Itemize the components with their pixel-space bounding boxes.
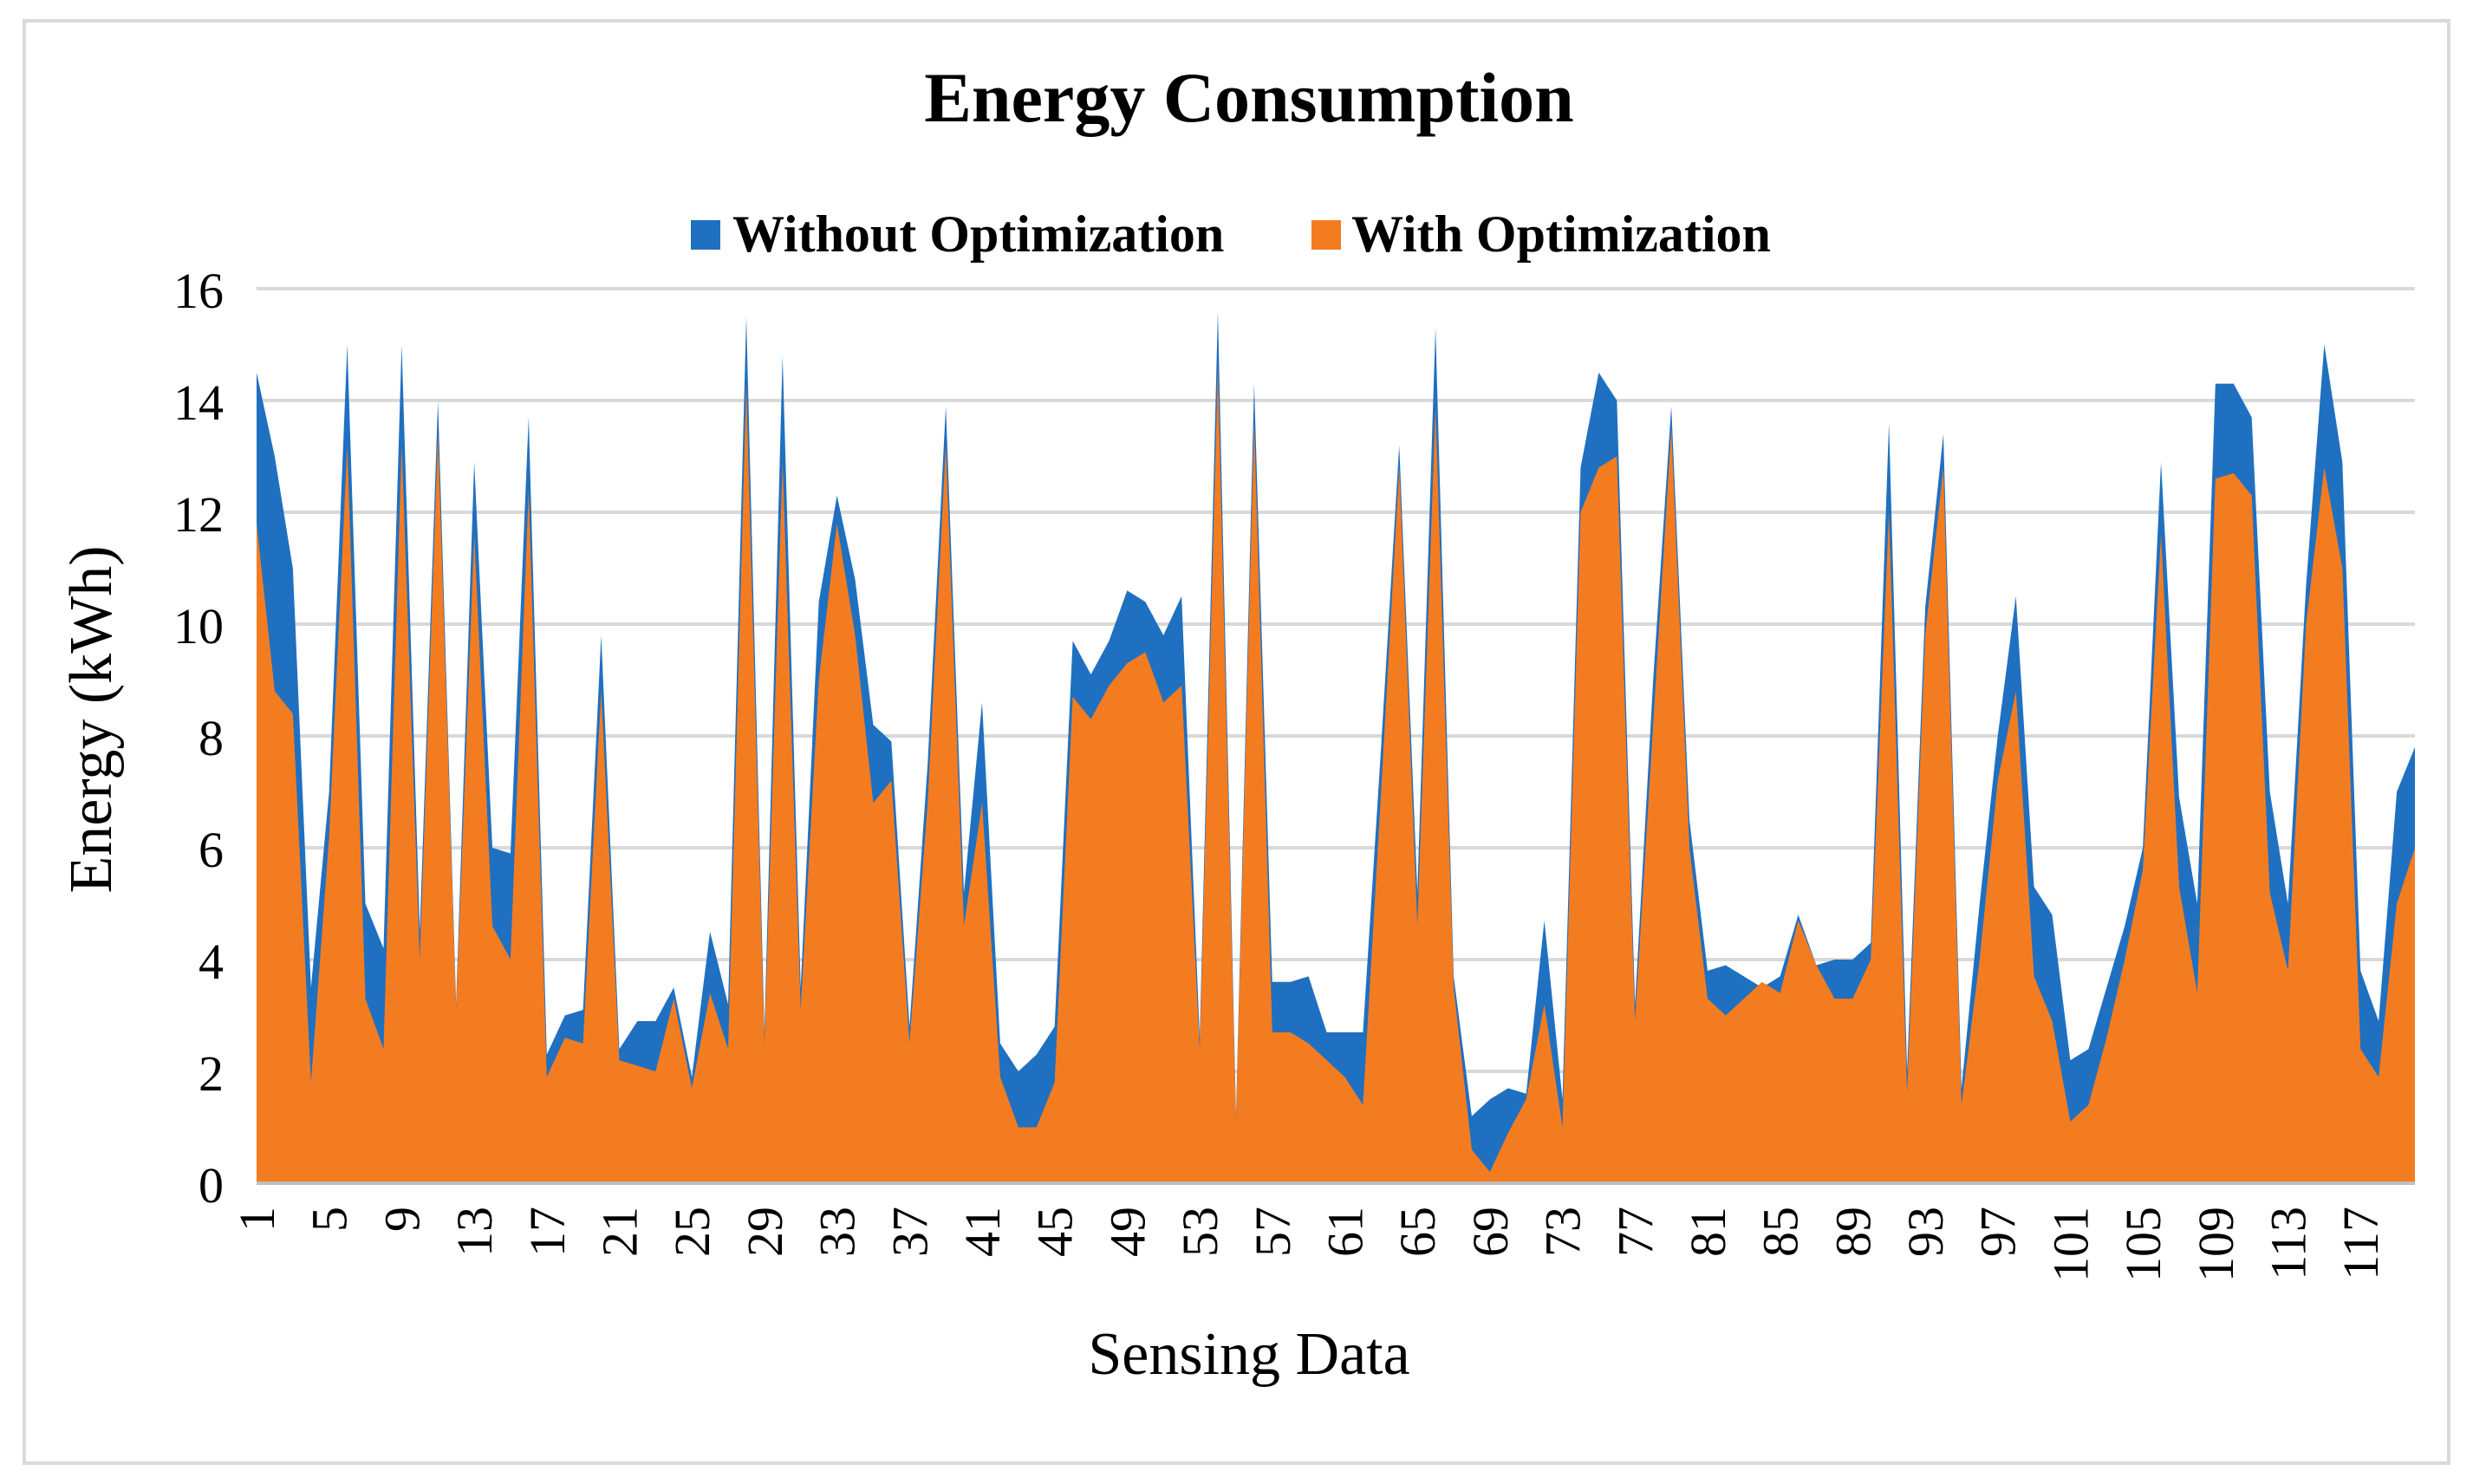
legend: Without Optimization With Optimization <box>691 205 1771 263</box>
x-tick-label: 17 <box>519 1207 576 1257</box>
x-tick-label: 9 <box>374 1207 430 1232</box>
x-tick-label: 69 <box>1462 1207 1519 1257</box>
x-tick-label: 41 <box>954 1207 1011 1257</box>
y-tick-label: 10 <box>173 598 224 654</box>
x-tick-label: 105 <box>2115 1207 2171 1282</box>
chart-title: Energy Consumption <box>924 58 1574 137</box>
x-tick-label: 25 <box>664 1207 720 1257</box>
x-tick-label: 81 <box>1680 1207 1736 1257</box>
y-tick-label: 2 <box>198 1045 224 1102</box>
x-tick-label: 85 <box>1753 1207 1809 1257</box>
x-tick-label: 5 <box>302 1207 358 1232</box>
x-tick-label: 33 <box>810 1207 866 1257</box>
x-tick-label: 117 <box>2333 1207 2389 1280</box>
x-tick-label: 77 <box>1607 1207 1663 1257</box>
x-tick-label: 113 <box>2261 1207 2317 1280</box>
x-tick-label: 21 <box>592 1207 648 1257</box>
x-tick-label: 97 <box>1970 1207 2027 1257</box>
legend-label: Without Optimization <box>732 205 1224 263</box>
x-tick-label: 89 <box>1825 1207 1881 1257</box>
area-series <box>257 310 2415 1183</box>
chart-text: Energy Consumption Sensing Data Energy (… <box>58 58 1574 1388</box>
y-tick-label: 16 <box>173 263 224 319</box>
y-tick-label: 12 <box>173 486 224 543</box>
y-tick-label: 8 <box>198 710 224 766</box>
legend-swatch <box>1311 220 1341 250</box>
y-tick-label: 6 <box>198 822 224 878</box>
legend-label: With Optimization <box>1351 205 1771 263</box>
x-tick-label: 45 <box>1027 1207 1084 1257</box>
area-with-optimization <box>257 367 2415 1183</box>
x-tick-label: 53 <box>1172 1207 1228 1257</box>
legend-swatch <box>691 220 720 250</box>
x-tick-label: 13 <box>446 1207 503 1257</box>
x-tick-label: 37 <box>882 1207 938 1257</box>
y-tick-label: 4 <box>198 934 224 990</box>
y-tick-label: 14 <box>173 374 224 431</box>
x-tick-label: 61 <box>1318 1207 1374 1257</box>
x-tick-label: 57 <box>1245 1207 1301 1257</box>
x-tick-label: 73 <box>1535 1207 1591 1257</box>
y-tick-label: 0 <box>198 1157 224 1214</box>
x-tick-label: 101 <box>2042 1207 2099 1282</box>
x-tick-label: 49 <box>1099 1207 1155 1257</box>
x-tick-label: 109 <box>2188 1207 2244 1282</box>
x-tick-label: 1 <box>229 1207 285 1232</box>
y-axis-title: Energy (kWh) <box>58 545 125 893</box>
gridlines <box>257 287 2415 1073</box>
legend-item-with-optimization: With Optimization <box>1311 205 1771 263</box>
x-axis-title: Sensing Data <box>1088 1321 1409 1388</box>
x-tick-label: 29 <box>737 1207 793 1257</box>
x-tick-label: 93 <box>1897 1207 1954 1257</box>
x-tick-label: 65 <box>1389 1207 1446 1257</box>
legend-item-without-optimization: Without Optimization <box>691 205 1224 263</box>
